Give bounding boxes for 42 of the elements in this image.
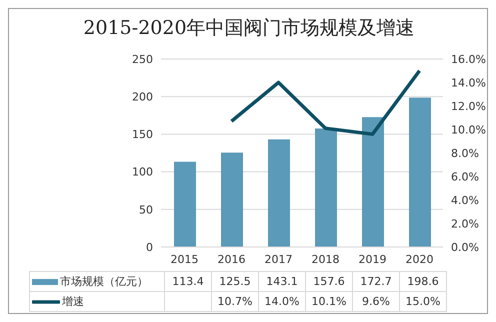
data-label: 15.0% xyxy=(400,292,446,312)
bar xyxy=(268,139,290,247)
y2-tick-label: 0.0% xyxy=(451,240,479,254)
y2-tick-label: 10.0% xyxy=(451,123,486,136)
y-tick-label: 250 xyxy=(132,52,153,66)
bar xyxy=(362,117,384,247)
data-label: 113.4 xyxy=(164,272,212,292)
x-tick-label: 2020 xyxy=(406,252,434,266)
y-tick-label: 200 xyxy=(132,90,153,104)
y2-tick-label: 8.0% xyxy=(451,146,479,160)
x-tick-label: 2017 xyxy=(264,252,292,266)
data-label: 9.6% xyxy=(352,292,400,312)
legend-label: 增速 xyxy=(62,294,84,309)
data-label: 157.6 xyxy=(306,272,352,292)
y-tick-label: 0 xyxy=(146,240,153,254)
y-tick-label: 150 xyxy=(132,128,153,142)
data-label: 172.7 xyxy=(352,272,400,292)
y2-tick-label: 12.0% xyxy=(451,100,486,113)
data-label: 10.7% xyxy=(212,292,258,312)
data-label: 125.5 xyxy=(212,272,258,292)
x-tick-label: 2018 xyxy=(312,252,340,266)
chart-title: 2015-2020年中国阀门市场规模及增速 xyxy=(82,16,416,41)
y2-tick-label: 14.0% xyxy=(451,76,486,90)
data-label: 198.6 xyxy=(400,272,446,292)
y-tick-label: 100 xyxy=(132,166,153,179)
x-tick-label: 2019 xyxy=(358,252,386,266)
data-label: 14.0% xyxy=(258,292,306,312)
data-label: 10.1% xyxy=(306,292,352,312)
legend-label: 市场规模（亿元） xyxy=(60,274,148,289)
y-tick-label: 50 xyxy=(139,203,153,216)
bar xyxy=(409,98,431,247)
y2-tick-label: 6.0% xyxy=(451,170,479,184)
data-label: 143.1 xyxy=(258,272,306,292)
y2-tick-label: 2.0% xyxy=(451,217,479,230)
x-tick-label: 2015 xyxy=(170,252,198,266)
bar xyxy=(174,162,196,247)
bar xyxy=(221,152,243,247)
x-tick-label: 2016 xyxy=(218,252,246,266)
bar xyxy=(315,128,337,247)
y2-tick-label: 4.0% xyxy=(451,194,479,207)
y2-tick-label: 16.0% xyxy=(451,52,486,66)
line-series xyxy=(230,69,422,136)
